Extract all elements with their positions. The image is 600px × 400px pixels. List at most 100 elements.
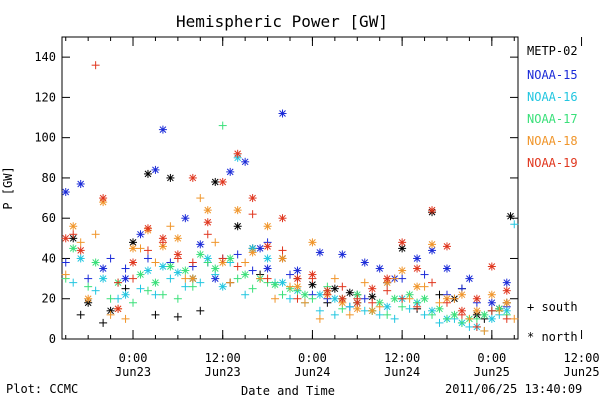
point-south-noaa-19 <box>338 282 347 291</box>
point-south-noaa-17 <box>143 286 152 295</box>
point-south-noaa-18 <box>181 274 190 283</box>
point-north-noaa-19 <box>143 224 152 233</box>
point-north-noaa-15 <box>181 214 190 223</box>
x-tick-label-time: 12:00 <box>205 351 241 365</box>
point-south-noaa-18 <box>61 270 70 279</box>
point-south-metp-02 <box>173 312 182 321</box>
point-north-noaa-18 <box>248 248 257 257</box>
point-south-noaa-19 <box>487 306 496 315</box>
x-tick-label-time: 12:00 <box>384 351 420 365</box>
point-north-noaa-15 <box>241 157 250 166</box>
point-south-noaa-19 <box>69 230 78 239</box>
point-south-noaa-17 <box>383 310 392 319</box>
point-north-metp-02 <box>129 238 138 247</box>
point-north-noaa-19 <box>487 262 496 271</box>
point-north-noaa-15 <box>413 254 422 263</box>
point-south-noaa-18 <box>151 258 160 267</box>
x-tick-label-date: Jun24 <box>384 365 420 379</box>
point-south-noaa-19 <box>114 278 123 287</box>
point-north-noaa-18 <box>487 290 496 299</box>
point-south-noaa-18 <box>330 274 339 283</box>
point-north-noaa-17 <box>435 304 444 313</box>
point-south-noaa-16 <box>360 306 369 315</box>
point-south-noaa-15 <box>143 254 152 263</box>
point-north-noaa-17 <box>196 250 205 259</box>
point-south-noaa-15 <box>248 266 257 275</box>
point-north-noaa-15 <box>293 266 302 275</box>
point-north-noaa-18 <box>263 222 272 231</box>
legend-item-noaa-17: NOAA-17 <box>527 112 578 126</box>
point-north-noaa-15 <box>442 264 451 273</box>
point-south-metp-02 <box>196 306 205 315</box>
point-south-noaa-18 <box>106 310 115 319</box>
point-north-noaa-15 <box>375 264 384 273</box>
plot-timestamp: 2011/06/25 13:40:09 <box>445 382 583 396</box>
point-south-noaa-17 <box>203 258 212 267</box>
point-north-noaa-19 <box>323 286 332 295</box>
point-north-noaa-16 <box>143 266 152 275</box>
point-north-noaa-18 <box>233 206 242 215</box>
point-south-noaa-16 <box>114 294 123 303</box>
y-tick-label: 0 <box>49 332 56 346</box>
point-north-noaa-16 <box>218 282 227 291</box>
point-north-noaa-19 <box>472 294 481 303</box>
point-north-noaa-17 <box>166 262 175 271</box>
point-south-noaa-16 <box>166 274 175 283</box>
point-north-noaa-18 <box>368 306 377 315</box>
marker-key-north: * north <box>527 330 578 344</box>
y-tick-label: 20 <box>42 292 56 306</box>
point-south-noaa-17 <box>84 282 93 291</box>
point-south-noaa-19 <box>472 322 481 331</box>
point-south-noaa-18 <box>226 278 235 287</box>
point-south-noaa-19 <box>428 278 437 287</box>
y-tick-label: 140 <box>34 50 56 64</box>
point-south-noaa-19 <box>398 294 407 303</box>
point-north-noaa-19 <box>203 218 212 227</box>
point-north-noaa-18 <box>158 242 167 251</box>
x-tick-label-date: Jun23 <box>115 365 151 379</box>
point-south-noaa-16 <box>136 284 145 293</box>
point-north-noaa-17 <box>91 258 100 267</box>
point-south-noaa-19 <box>293 294 302 303</box>
point-north-noaa-18 <box>293 282 302 291</box>
point-south-noaa-19 <box>413 302 422 311</box>
point-south-noaa-18 <box>196 194 205 203</box>
point-north-noaa-18 <box>457 290 466 299</box>
point-south-noaa-18 <box>286 282 294 291</box>
point-south-noaa-18 <box>241 258 250 267</box>
point-north-noaa-18 <box>84 294 93 303</box>
point-north-noaa-16 <box>487 314 496 323</box>
legend-item-noaa-19: NOAA-19 <box>527 156 578 170</box>
x-tick-label-date: Jun23 <box>205 365 241 379</box>
point-north-metp-02 <box>330 284 339 293</box>
point-south-noaa-16 <box>69 278 78 287</box>
point-north-metp-02 <box>308 280 317 289</box>
point-south-noaa-16 <box>286 294 294 303</box>
point-south-metp-02 <box>76 310 85 319</box>
point-north-noaa-16 <box>76 254 85 263</box>
point-south-noaa-19 <box>502 314 511 323</box>
axis-ticks: 0204060801001201400:00Jun2312:00Jun230:0… <box>34 37 600 379</box>
point-north-noaa-16 <box>99 274 108 283</box>
point-north-metp-02 <box>345 288 354 297</box>
point-north-noaa-16 <box>278 278 287 287</box>
point-north-noaa-18 <box>129 244 138 253</box>
point-south-noaa-19 <box>233 262 242 271</box>
point-north-metp-02 <box>69 234 78 243</box>
point-north-noaa-16 <box>383 302 392 311</box>
point-north-noaa-17 <box>300 290 309 299</box>
point-north-noaa-15 <box>465 274 474 283</box>
point-south-noaa-17 <box>158 290 167 299</box>
point-north-noaa-17 <box>241 270 250 279</box>
point-north-noaa-17 <box>271 280 280 289</box>
point-south-noaa-16 <box>435 318 444 327</box>
point-south-noaa-18 <box>375 302 384 311</box>
point-north-noaa-16 <box>173 268 182 277</box>
point-north-noaa-19 <box>61 234 70 243</box>
point-north-noaa-19 <box>293 274 302 283</box>
point-south-noaa-16 <box>151 290 160 299</box>
point-north-noaa-18 <box>278 254 287 263</box>
y-tick-label: 120 <box>34 90 56 104</box>
point-north-noaa-17 <box>375 298 384 307</box>
x-axis-label: Date and Time <box>241 384 335 398</box>
